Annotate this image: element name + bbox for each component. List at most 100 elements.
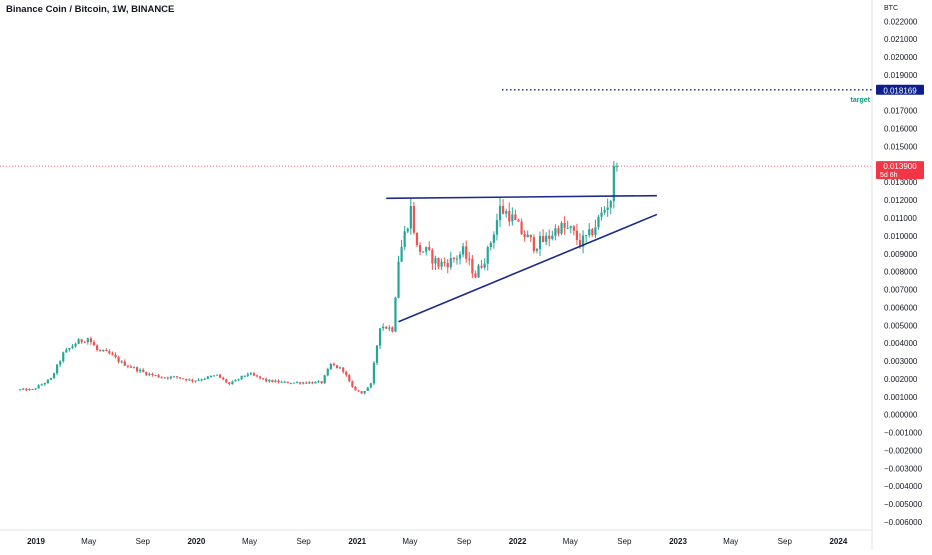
- candle-body[interactable]: [172, 376, 176, 378]
- candle-body[interactable]: [394, 297, 397, 332]
- candle-body[interactable]: [271, 379, 274, 383]
- candle-body[interactable]: [600, 212, 603, 217]
- candle-body[interactable]: [52, 373, 56, 379]
- candle-body[interactable]: [40, 384, 43, 386]
- candle-body[interactable]: [554, 228, 557, 236]
- candle-body[interactable]: [265, 378, 268, 382]
- candle-body[interactable]: [292, 382, 296, 384]
- candle-body[interactable]: [209, 376, 212, 378]
- candle-body[interactable]: [215, 374, 219, 376]
- candle-body[interactable]: [517, 219, 520, 222]
- candle-body[interactable]: [462, 246, 465, 255]
- candle-body[interactable]: [203, 378, 206, 380]
- candle-body[interactable]: [326, 369, 329, 376]
- candle-body[interactable]: [166, 377, 169, 379]
- candle-body[interactable]: [194, 380, 197, 382]
- candle-body[interactable]: [418, 244, 422, 252]
- candle-body[interactable]: [99, 350, 102, 352]
- candle-body[interactable]: [529, 234, 532, 238]
- candle-body[interactable]: [262, 378, 265, 380]
- candle-body[interactable]: [31, 389, 34, 391]
- candle-body[interactable]: [135, 367, 139, 372]
- candle-body[interactable]: [225, 379, 228, 383]
- candle-body[interactable]: [191, 379, 194, 382]
- candle-body[interactable]: [219, 374, 222, 378]
- candle-body[interactable]: [129, 366, 133, 368]
- candle-body[interactable]: [581, 235, 585, 247]
- candle-body[interactable]: [483, 263, 486, 268]
- candle-body[interactable]: [403, 231, 406, 247]
- candle-body[interactable]: [289, 383, 292, 385]
- candle-body[interactable]: [415, 232, 419, 245]
- candle-body[interactable]: [378, 328, 382, 346]
- candle-body[interactable]: [151, 373, 154, 376]
- candle-body[interactable]: [348, 375, 351, 382]
- candle-body[interactable]: [569, 226, 572, 228]
- candle-body[interactable]: [366, 387, 369, 391]
- candle-body[interactable]: [437, 258, 440, 267]
- candle-body[interactable]: [329, 363, 332, 370]
- candle-body[interactable]: [280, 381, 283, 383]
- candle-body[interactable]: [274, 380, 277, 383]
- candle-body[interactable]: [252, 373, 256, 376]
- candle-body[interactable]: [332, 363, 336, 366]
- trendline-support[interactable]: [398, 213, 658, 323]
- candle-body[interactable]: [532, 237, 535, 251]
- candle-body[interactable]: [234, 379, 237, 382]
- candle-body[interactable]: [212, 375, 216, 377]
- candle-body[interactable]: [391, 327, 394, 332]
- candle-body[interactable]: [25, 388, 28, 391]
- candle-body[interactable]: [474, 273, 477, 278]
- candle-body[interactable]: [585, 235, 588, 237]
- candle-body[interactable]: [295, 382, 299, 384]
- candle-body[interactable]: [545, 235, 548, 242]
- candle-body[interactable]: [538, 235, 542, 250]
- candle-body[interactable]: [406, 228, 409, 232]
- candle-body[interactable]: [157, 375, 160, 378]
- candle-body[interactable]: [523, 233, 526, 238]
- candle-body[interactable]: [594, 227, 597, 236]
- candle-body[interactable]: [409, 206, 412, 229]
- candle-body[interactable]: [369, 383, 372, 388]
- candle-body[interactable]: [305, 382, 308, 384]
- candle-body[interactable]: [139, 369, 142, 372]
- candle-body[interactable]: [609, 201, 612, 208]
- candle-body[interactable]: [465, 246, 468, 259]
- trendline-resistance[interactable]: [386, 194, 657, 200]
- candle-body[interactable]: [117, 357, 120, 362]
- candle-body[interactable]: [206, 376, 209, 379]
- candle-body[interactable]: [505, 211, 508, 214]
- candle-body[interactable]: [148, 373, 151, 376]
- candle-body[interactable]: [323, 375, 326, 384]
- candle-body[interactable]: [188, 379, 191, 381]
- candle-body[interactable]: [255, 375, 259, 377]
- candle-body[interactable]: [382, 326, 385, 329]
- candle-body[interactable]: [563, 222, 566, 228]
- candle-body[interactable]: [95, 345, 99, 351]
- candle-body[interactable]: [354, 386, 357, 391]
- candle-body[interactable]: [541, 235, 545, 242]
- candle-body[interactable]: [400, 246, 403, 262]
- candle-body[interactable]: [114, 354, 117, 358]
- candle-body[interactable]: [440, 261, 443, 267]
- candle-body[interactable]: [258, 376, 262, 379]
- candle-body[interactable]: [308, 382, 311, 384]
- candle-body[interactable]: [277, 380, 280, 383]
- candle-body[interactable]: [65, 349, 68, 353]
- candle-body[interactable]: [388, 327, 391, 329]
- candle-body[interactable]: [185, 378, 188, 381]
- candle-body[interactable]: [179, 377, 182, 379]
- candle-body[interactable]: [59, 361, 62, 365]
- candle-body[interactable]: [105, 349, 108, 352]
- candle-body[interactable]: [49, 378, 53, 380]
- candle-body[interactable]: [477, 265, 480, 278]
- candle-body[interactable]: [80, 339, 83, 342]
- candle-body[interactable]: [302, 382, 305, 384]
- candle-body[interactable]: [446, 263, 449, 268]
- candle-body[interactable]: [351, 381, 354, 387]
- candle-body[interactable]: [46, 379, 49, 384]
- candle-body[interactable]: [231, 381, 234, 385]
- candle-body[interactable]: [360, 391, 363, 394]
- candle-body[interactable]: [62, 352, 65, 362]
